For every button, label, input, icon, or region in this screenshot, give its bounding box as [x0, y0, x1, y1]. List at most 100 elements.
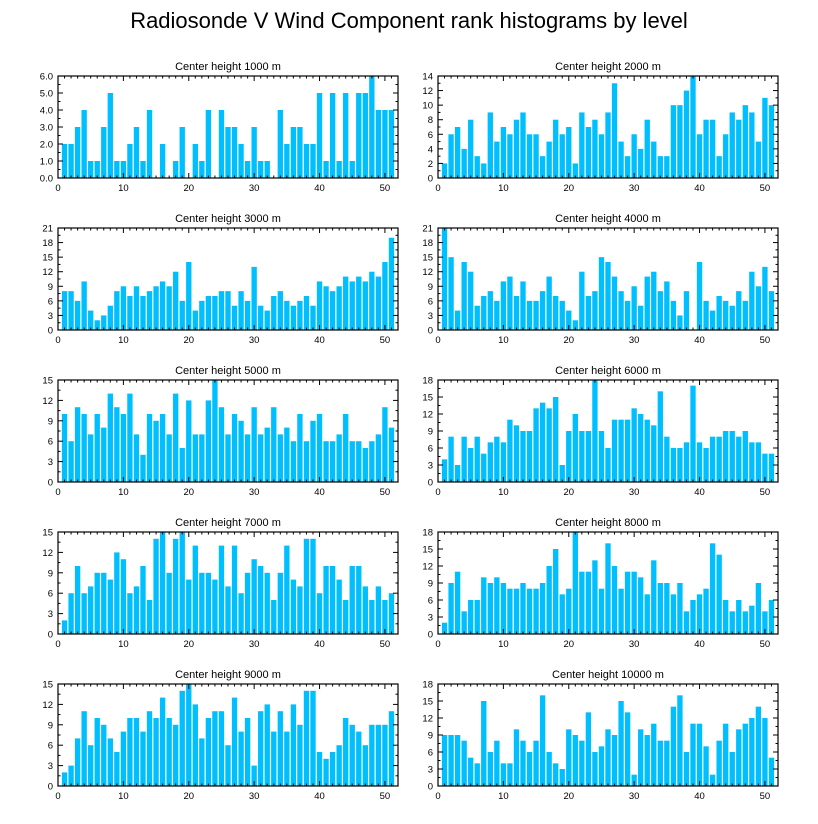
histogram-bar — [297, 724, 303, 786]
histogram-bar — [657, 583, 663, 634]
histogram-bar — [388, 110, 395, 178]
histogram-bar — [507, 134, 513, 178]
histogram-bar — [651, 723, 657, 786]
histogram-bar — [696, 723, 703, 786]
histogram-bar — [677, 583, 683, 634]
histogram-bar — [356, 276, 362, 330]
histogram-bar — [356, 441, 362, 482]
histogram-bar — [474, 600, 480, 634]
histogram-bar — [539, 583, 546, 634]
histogram-bar — [349, 281, 355, 330]
y-tick-label: 9 — [428, 731, 433, 742]
y-tick-label: 0 — [428, 782, 433, 793]
x-tick-label: 40 — [314, 487, 325, 498]
histogram-bar — [441, 622, 448, 634]
histogram-bar — [310, 305, 316, 330]
histogram-bar — [68, 144, 74, 178]
histogram-bar — [736, 600, 742, 634]
y-tick-label: 15 — [42, 376, 53, 387]
histogram-bar — [231, 414, 238, 482]
histogram-bar — [388, 237, 395, 330]
histogram-bar — [88, 745, 94, 786]
y-tick-label: 12 — [422, 410, 433, 421]
histogram-bar — [454, 465, 461, 482]
histogram-bar — [251, 127, 257, 178]
histogram-bar — [709, 310, 716, 330]
histogram-bar — [81, 711, 87, 786]
histogram-bar — [749, 112, 755, 178]
histogram-bar — [107, 393, 113, 482]
histogram-bar — [146, 291, 153, 330]
histogram-bar — [310, 420, 316, 482]
histogram-bar — [723, 723, 729, 786]
panel-title: Center height 1000 m — [175, 61, 281, 73]
histogram-bar — [316, 593, 323, 634]
y-tick-label: 5.0 — [40, 89, 53, 100]
histogram-bar — [638, 729, 644, 786]
histogram-bar — [670, 300, 677, 330]
histogram-bar — [94, 718, 100, 786]
histogram-bar — [468, 448, 474, 482]
histogram-bar — [153, 286, 159, 330]
x-tick-label: 30 — [249, 639, 260, 650]
histogram-bar — [375, 110, 382, 178]
x-tick-label: 50 — [760, 183, 771, 194]
y-tick-label: 6 — [428, 296, 433, 307]
histogram-bar — [375, 586, 382, 634]
histogram-bar — [611, 566, 618, 634]
histogram-bar — [566, 431, 572, 482]
panel-title: Center height 2000 m — [555, 61, 661, 73]
histogram-bar — [127, 393, 133, 482]
histogram-bar — [579, 740, 585, 786]
histogram-bar — [231, 305, 238, 330]
histogram-bar — [284, 427, 290, 482]
histogram-bar — [605, 112, 611, 178]
histogram-bar — [592, 752, 598, 786]
histogram-bar — [133, 127, 140, 178]
histogram-bar — [520, 112, 526, 178]
y-tick-label: 3 — [48, 457, 53, 468]
histogram-bar — [566, 588, 572, 634]
histogram-bar — [343, 718, 349, 786]
histogram-bar — [323, 441, 329, 482]
x-tick-label: 0 — [55, 791, 60, 802]
histogram-bar — [611, 276, 618, 330]
histogram-bar — [120, 559, 127, 634]
histogram-bar — [264, 704, 270, 786]
histogram-bar — [74, 738, 81, 786]
x-tick-label: 20 — [183, 639, 194, 650]
histogram-bar — [703, 746, 709, 786]
histogram-bar — [546, 752, 552, 786]
histogram-bar — [736, 291, 742, 330]
histogram-bar — [61, 144, 68, 178]
histogram-bar — [349, 161, 355, 178]
x-tick-label: 0 — [55, 487, 60, 498]
histogram-bar — [454, 310, 461, 330]
histogram-bar — [553, 763, 559, 786]
histogram-bar — [81, 110, 87, 178]
histogram-bar — [205, 400, 212, 482]
histogram-bar — [362, 93, 368, 178]
histogram-bar — [192, 310, 198, 330]
histogram-bar — [290, 441, 297, 482]
y-tick-label: 0 — [48, 630, 53, 641]
histogram-bar — [369, 600, 375, 634]
x-tick-label: 50 — [380, 183, 391, 194]
histogram-bar — [670, 594, 677, 634]
y-tick-label: 18 — [422, 376, 433, 387]
histogram-bar — [605, 262, 611, 330]
histogram-bar — [323, 758, 329, 786]
histogram-bar — [88, 434, 94, 482]
y-tick-label: 18 — [422, 680, 433, 691]
histogram-panel: Center height 9000 m 0 10 20 30 40 50 0 3 6 9 12 15 — [42, 669, 399, 802]
x-tick-label: 10 — [118, 791, 129, 802]
x-tick-label: 0 — [435, 183, 440, 194]
histogram-bar — [290, 704, 297, 786]
histogram-bar — [448, 735, 454, 786]
histogram-bar — [205, 718, 212, 786]
x-tick-label: 40 — [694, 791, 705, 802]
histogram-bar — [664, 436, 670, 482]
histogram-bar — [559, 300, 565, 330]
histogram-bar — [624, 156, 631, 178]
histogram-bar — [513, 588, 520, 634]
